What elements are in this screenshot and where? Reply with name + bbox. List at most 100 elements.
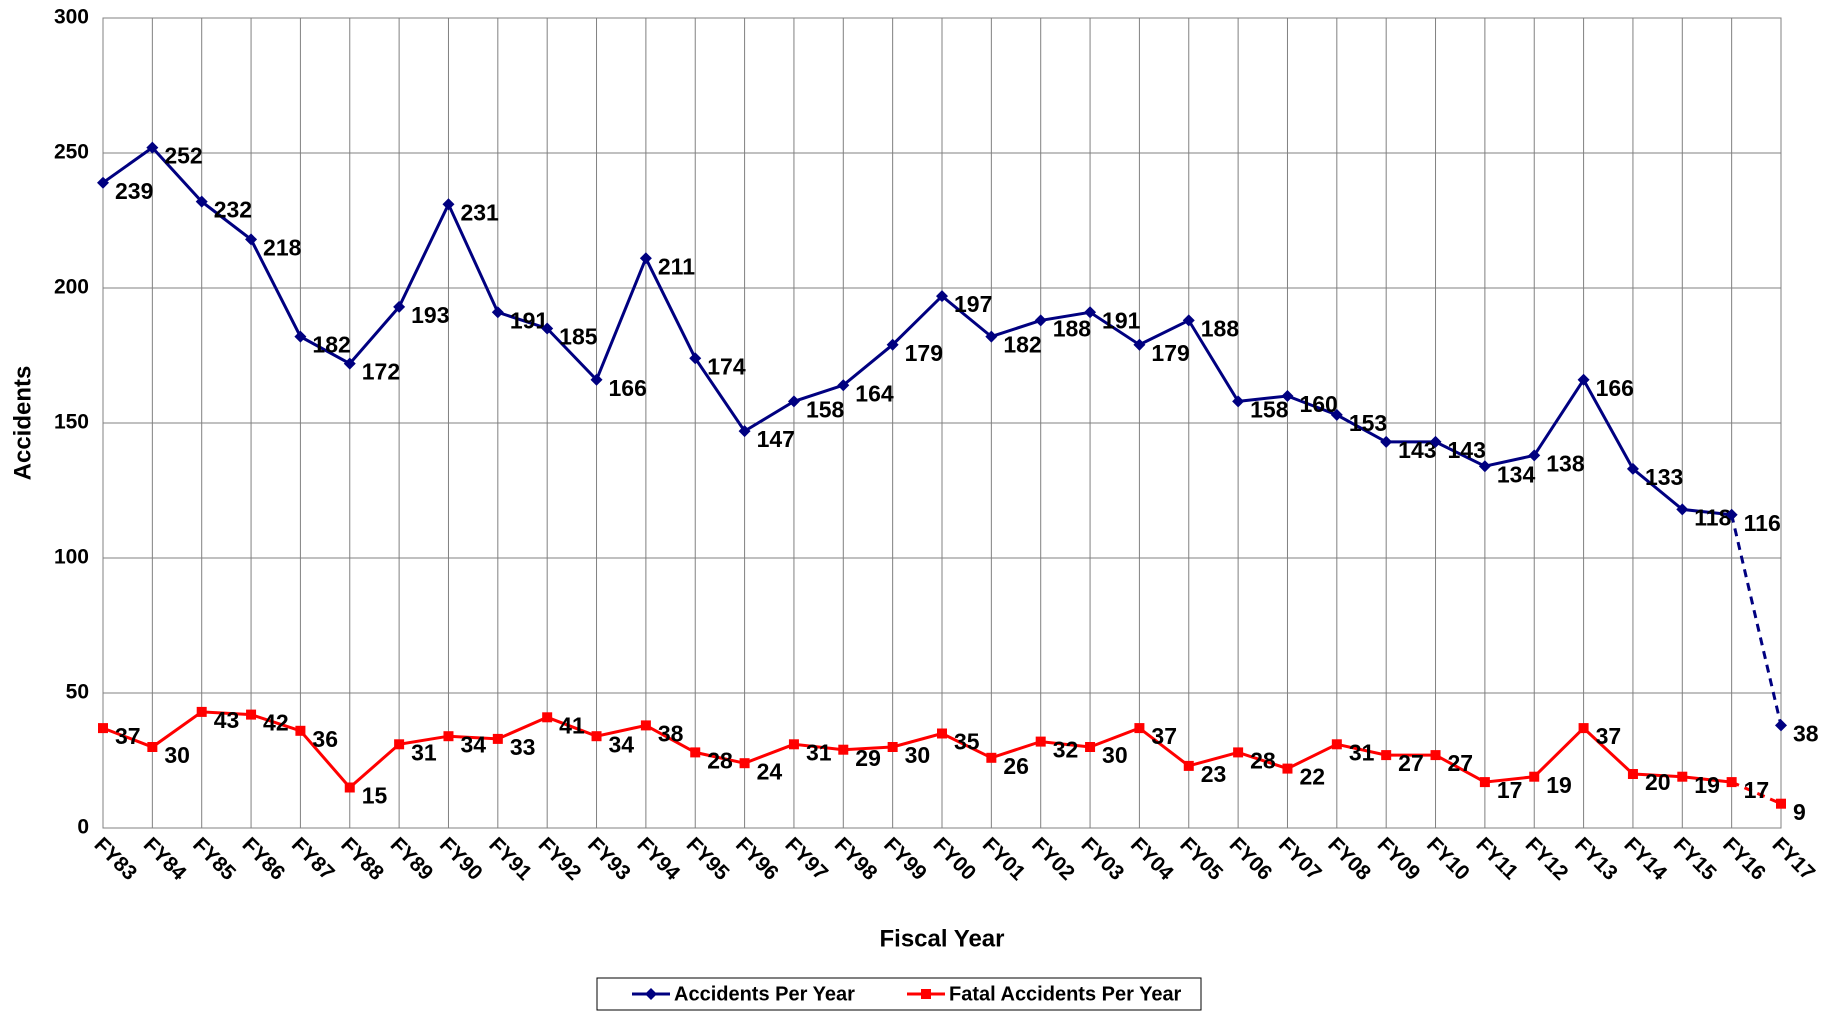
- data-label: 158: [1250, 396, 1289, 422]
- data-label: 34: [609, 731, 635, 757]
- data-label: 32: [1053, 737, 1079, 763]
- x-axis-label: Fiscal Year: [880, 925, 1005, 952]
- marker: [146, 141, 159, 154]
- data-label: 118: [1694, 504, 1731, 530]
- marker: [690, 747, 701, 758]
- data-label: 31: [411, 739, 437, 765]
- data-label: 231: [460, 199, 499, 225]
- marker: [1183, 760, 1194, 771]
- x-tick-label: FY04: [1126, 833, 1178, 885]
- marker: [442, 198, 455, 211]
- marker: [639, 252, 652, 265]
- data-label: 38: [658, 720, 684, 746]
- x-tick-label: FY95: [682, 833, 734, 885]
- marker: [1479, 777, 1490, 788]
- series-line: [102, 710, 1732, 790]
- marker: [640, 720, 651, 731]
- x-tick-label: FY97: [780, 833, 832, 885]
- y-tick-label: 100: [54, 546, 89, 569]
- x-tick-label: FY92: [534, 833, 586, 885]
- data-label: 28: [707, 747, 733, 773]
- marker: [1429, 435, 1442, 448]
- data-label: 182: [312, 332, 350, 358]
- y-tick-label: 50: [66, 681, 89, 704]
- x-tick-label: FY16: [1718, 833, 1770, 885]
- data-label: 42: [263, 710, 289, 736]
- marker: [343, 357, 356, 370]
- x-tick-label: FY08: [1323, 833, 1375, 885]
- x-tick-label: FY02: [1027, 833, 1079, 885]
- x-tick-label: FY17: [1768, 833, 1820, 885]
- data-label: 22: [1299, 764, 1325, 790]
- x-tick-label: FY85: [188, 833, 240, 885]
- marker: [295, 725, 306, 736]
- marker: [195, 195, 208, 208]
- data-label: 188: [1053, 315, 1092, 341]
- marker: [196, 706, 207, 717]
- y-tick-label: 0: [77, 816, 89, 839]
- data-label: 166: [609, 375, 647, 401]
- series-line-dashed: [1730, 514, 1783, 726]
- x-tick-label: FY00: [929, 833, 981, 885]
- marker: [937, 728, 947, 739]
- marker: [1134, 723, 1145, 734]
- data-label: 9: [1793, 799, 1806, 825]
- x-tick-label: FY07: [1274, 833, 1326, 885]
- data-label: 138: [1546, 450, 1585, 476]
- data-label: 143: [1448, 437, 1486, 463]
- marker: [1725, 508, 1738, 521]
- marker: [1330, 408, 1343, 421]
- data-label: 172: [362, 359, 400, 385]
- x-tick-label: FY98: [830, 833, 882, 885]
- marker: [1676, 503, 1689, 516]
- marker: [689, 352, 702, 365]
- data-label: 188: [1201, 315, 1240, 341]
- data-label: 26: [1003, 753, 1029, 779]
- marker: [788, 739, 799, 750]
- data-label: 19: [1694, 772, 1720, 798]
- data-label: 160: [1299, 391, 1337, 417]
- marker: [1776, 798, 1786, 809]
- marker: [147, 742, 158, 752]
- data-label: 33: [510, 734, 536, 760]
- x-tick-label: FY90: [435, 833, 487, 885]
- series-line: [102, 145, 1732, 517]
- marker: [492, 733, 503, 744]
- plot-frame: [102, 17, 1782, 829]
- x-tick-label: FY83: [90, 833, 142, 885]
- x-tick-label: FY96: [731, 833, 783, 885]
- marker: [1182, 314, 1195, 327]
- marker: [986, 752, 997, 763]
- series-line-dashed: [1731, 780, 1782, 806]
- y-tick-label: 200: [54, 276, 89, 299]
- data-label: 153: [1349, 410, 1387, 436]
- data-label: 30: [1102, 742, 1128, 768]
- data-label: 24: [757, 758, 783, 784]
- x-tick-label: FY06: [1225, 833, 1277, 885]
- marker: [887, 742, 898, 752]
- marker: [921, 989, 931, 999]
- marker: [1084, 306, 1097, 319]
- x-tick-label: FY12: [1521, 833, 1573, 885]
- marker: [1626, 462, 1639, 475]
- x-tick-label: FY05: [1175, 833, 1227, 885]
- data-label: 193: [411, 302, 449, 328]
- marker: [886, 338, 899, 351]
- x-tick-label: FY87: [287, 833, 339, 885]
- data-label: 116: [1744, 510, 1781, 536]
- data-label: 23: [1201, 761, 1227, 787]
- data-label: 43: [214, 707, 240, 733]
- data-label: 134: [1497, 461, 1536, 487]
- x-tick-label: FY89: [386, 833, 438, 885]
- data-label: 185: [559, 324, 598, 350]
- y-tick-label: 250: [54, 141, 89, 164]
- x-tick-label: FY01: [978, 833, 1030, 885]
- data-label: 17: [1497, 777, 1523, 803]
- data-label: 37: [1596, 723, 1622, 749]
- marker: [1281, 390, 1294, 402]
- data-label: 197: [954, 291, 992, 317]
- marker: [1677, 771, 1688, 782]
- data-label: 179: [1151, 340, 1189, 366]
- marker: [394, 739, 405, 750]
- marker: [838, 744, 849, 755]
